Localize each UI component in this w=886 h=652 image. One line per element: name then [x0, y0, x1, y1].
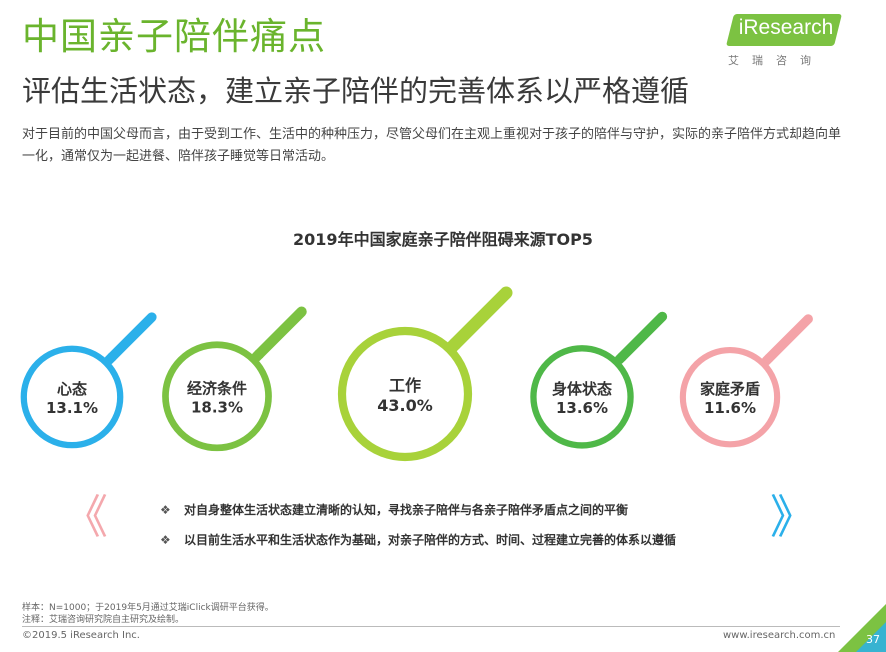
bubble-value: 11.6%: [704, 399, 756, 417]
bubble-label: 心态: [57, 380, 87, 398]
right-chevron-icon: 》: [770, 490, 816, 544]
bubble-neck: [106, 352, 117, 363]
logo-text: iResearch: [738, 16, 834, 39]
bubble-neck: [617, 352, 627, 362]
bubble-label: 工作: [389, 376, 421, 395]
website-link[interactable]: www.iresearch.com.cn: [723, 630, 836, 641]
bullet-text: 对自身整体生活状态建立清晰的认知，寻找亲子陪伴与各亲子陪伴矛盾点之间的平衡: [184, 503, 629, 517]
bubble-neck: [764, 353, 774, 363]
copyright: ©2019.5 iResearch Inc.: [22, 630, 140, 641]
bullet-list: ❖ 对自身整体生活状态建立清晰的认知，寻找亲子陪伴与各亲子陪伴矛盾点之间的平衡 ❖…: [160, 500, 676, 560]
bubble-value: 13.1%: [46, 399, 98, 417]
left-chevron-icon: 《: [62, 490, 108, 544]
bubble-handle: [614, 311, 668, 365]
diamond-bullet-icon: ❖: [160, 533, 171, 547]
page-number: 37: [866, 633, 880, 646]
bubble-value: 43.0%: [377, 396, 433, 415]
bullet-item: ❖ 对自身整体生活状态建立清晰的认知，寻找亲子陪伴与各亲子陪伴矛盾点之间的平衡: [160, 500, 676, 530]
bubble-handle: [761, 314, 813, 366]
sample-note: 样本：N=1000；于2019年5月通过艾瑞iClick调研平台获得。: [22, 603, 274, 613]
page-description: 对于目前的中国父母而言，由于受到工作、生活中的种种压力，尽管父母们在主观上重视对…: [22, 127, 842, 164]
bubble-ring: [337, 326, 473, 462]
page-subtitle: 评估生活状态，建立亲子陪伴的完善体系以严格遵循: [22, 74, 690, 108]
bubble-handle: [104, 312, 157, 365]
bubble-label: 身体状态: [552, 380, 612, 398]
bullet-text: 以目前生活水平和生活状态作为基础，对亲子陪伴的方式、时间、过程建立完善的体系以遵…: [184, 533, 677, 547]
bubble-label: 家庭矛盾: [700, 380, 760, 398]
magnifier-bubble-chart: 心态13.1%经济条件18.3%工作43.0%身体状态13.6%家庭矛盾11.6…: [20, 286, 813, 462]
chart-title: 2019年中国家庭亲子陪伴阻碍来源TOP5: [293, 230, 593, 249]
bubble-ring: [679, 346, 781, 448]
bubble-neck: [253, 349, 265, 360]
bubble-handle: [446, 286, 513, 353]
diamond-bullet-icon: ❖: [160, 503, 171, 517]
bubble-value: 18.3%: [191, 398, 243, 416]
bubble-ring: [530, 345, 634, 449]
bubble-label: 经济条件: [187, 379, 247, 397]
logo-subtext: 艾瑞咨询: [728, 54, 824, 67]
bubble-handle: [251, 306, 307, 363]
footer-divider: [22, 626, 840, 627]
iresearch-logo: iResearch 艾瑞咨询: [724, 14, 844, 70]
bubble-ring: [162, 341, 272, 452]
bullet-item: ❖ 以目前生活水平和生活状态作为基础，对亲子陪伴的方式、时间、过程建立完善的体系以…: [160, 530, 676, 560]
page-title: 中国亲子陪伴痛点: [22, 15, 326, 58]
bubble-ring: [20, 345, 124, 449]
bubble-value: 13.6%: [556, 399, 608, 417]
source-note: 注释：艾瑞咨询研究院自主研究及绘制。: [22, 615, 185, 625]
page-corner-decoration: [838, 604, 886, 652]
